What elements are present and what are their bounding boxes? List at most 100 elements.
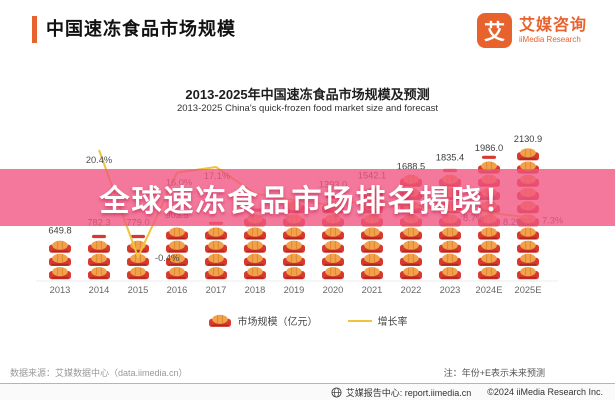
brand-logo: 艾 艾媒咨询 iiMedia Research xyxy=(476,13,587,48)
bun-icon xyxy=(439,240,461,253)
value-label: 1986.0 xyxy=(475,143,503,153)
bun-icon xyxy=(283,267,305,280)
year-tick: 2016 xyxy=(167,285,188,295)
value-label: 1688.5 xyxy=(397,161,425,171)
footer-bar: 艾媒报告中心: report.iimedia.cn ©2024 iiMedia … xyxy=(0,383,615,400)
bun-icon xyxy=(88,240,110,253)
header: 中国速冻食品市场规模 艾 艾媒咨询 iiMedia Research xyxy=(0,12,615,58)
bun-icon xyxy=(166,267,188,280)
report-center-link[interactable]: 艾媒报告中心: report.iimedia.cn xyxy=(345,387,472,398)
bar-column-2015 xyxy=(127,234,149,280)
bun-icon xyxy=(322,267,344,280)
bun-icon xyxy=(244,267,266,280)
copyright: ©2024 iiMedia Research Inc. xyxy=(487,387,603,397)
forecast-note: 注：年份+E表示未来预测 xyxy=(443,368,545,378)
bun-icon xyxy=(244,253,266,266)
title-accent-bar xyxy=(32,16,37,43)
chart-title: 2013-2025年中国速冻食品市场规模及预测 xyxy=(185,87,430,102)
bun-icon xyxy=(478,227,500,240)
bun-icon xyxy=(166,253,188,266)
legend-item-market-size: 市场规模（亿元） xyxy=(208,313,318,328)
year-tick: 2015 xyxy=(128,285,149,295)
bun-icon xyxy=(400,240,422,253)
bun-icon xyxy=(244,240,266,253)
line-swatch-icon xyxy=(347,319,372,322)
bun-icon xyxy=(127,253,149,266)
bun-icon xyxy=(517,267,539,280)
year-tick: 2021 xyxy=(362,285,383,295)
value-label: 649.8 xyxy=(48,226,71,236)
bun-icon xyxy=(205,240,227,253)
year-tick: 2020 xyxy=(323,285,344,295)
partial-bun-icon xyxy=(482,155,496,159)
bun-icon xyxy=(49,267,71,280)
data-source: 数据来源：艾媒数据中心（data.iimedia.cn） xyxy=(10,368,188,378)
year-tick: 2019 xyxy=(284,285,305,295)
footer-left: 艾媒报告中心: report.iimedia.cn xyxy=(331,386,472,399)
bun-icon xyxy=(361,267,383,280)
bun-icon xyxy=(439,267,461,280)
page-title: 中国速冻食品市场规模 xyxy=(46,19,236,39)
partial-bun-icon xyxy=(92,234,106,239)
partial-bun-icon xyxy=(131,234,145,239)
growth-label: -0.4% xyxy=(155,253,179,263)
bun-icon xyxy=(478,267,500,280)
bun-icon xyxy=(478,240,500,253)
year-tick: 2013 xyxy=(50,285,71,295)
bun-icon xyxy=(517,148,539,161)
year-tick: 2025E xyxy=(515,285,542,295)
bun-icon xyxy=(439,253,461,266)
bun-icon xyxy=(322,240,344,253)
bun-icon xyxy=(283,227,305,240)
bun-icon xyxy=(361,240,383,253)
bar-column-2014 xyxy=(88,234,110,280)
bun-icon xyxy=(478,253,500,266)
bun-icon xyxy=(166,240,188,253)
bun-icon xyxy=(205,253,227,266)
bun-icon xyxy=(166,227,188,240)
bun-icon xyxy=(205,227,227,240)
legend-label-market-size: 市场规模（亿元） xyxy=(237,317,318,328)
legend-label-growth-rate: 增长率 xyxy=(377,317,408,328)
year-tick: 2022 xyxy=(401,285,422,295)
bun-icon xyxy=(400,227,422,240)
bun-icon xyxy=(322,227,344,240)
bun-icon xyxy=(517,240,539,253)
bun-icon xyxy=(400,253,422,266)
bun-icon xyxy=(400,267,422,280)
bun-icon xyxy=(283,240,305,253)
globe-icon xyxy=(331,386,342,398)
bun-icon xyxy=(127,267,149,280)
bun-icon xyxy=(322,253,344,266)
promo-banner-text: 全球速冻食品市场排名揭晓！ xyxy=(99,184,516,218)
bun-icon xyxy=(283,253,305,266)
bun-icon xyxy=(517,227,539,240)
year-tick: 2017 xyxy=(206,285,227,295)
bar-column-2016 xyxy=(166,227,188,280)
bun-icon xyxy=(208,314,231,327)
chart-subtitle: 2013-2025 China's quick-frozen food mark… xyxy=(176,103,439,114)
brand-text: 艾媒咨询 iiMedia Research xyxy=(519,17,587,44)
bun-icon xyxy=(439,227,461,240)
bun-icon xyxy=(361,253,383,266)
promo-banner[interactable]: 全球速冻食品市场排名揭晓！ xyxy=(0,169,615,226)
legend-item-growth-rate: 增长率 xyxy=(347,313,408,328)
iimedia-logo-icon: 艾 xyxy=(476,13,512,48)
bun-icon xyxy=(49,253,71,266)
bun-icon xyxy=(517,253,539,266)
bun-icon xyxy=(88,253,110,266)
brand-subtitle: iiMedia Research xyxy=(518,35,581,44)
bun-icon xyxy=(88,267,110,280)
bar-column-2013 xyxy=(49,240,71,280)
bar-column-2017 xyxy=(205,221,227,280)
meta-row: 数据来源：艾媒数据中心（data.iimedia.cn） 注：年份+E表示未来预… xyxy=(0,366,615,379)
year-tick: 2024E xyxy=(476,285,503,295)
bun-icon xyxy=(244,227,266,240)
value-label: 1835.4 xyxy=(436,152,464,162)
brand-name: 艾媒咨询 xyxy=(518,17,587,34)
value-label: 2130.9 xyxy=(514,134,542,144)
bun-icon xyxy=(205,267,227,280)
year-tick: 2023 xyxy=(440,285,461,295)
growth-label: 20.4% xyxy=(86,155,112,165)
